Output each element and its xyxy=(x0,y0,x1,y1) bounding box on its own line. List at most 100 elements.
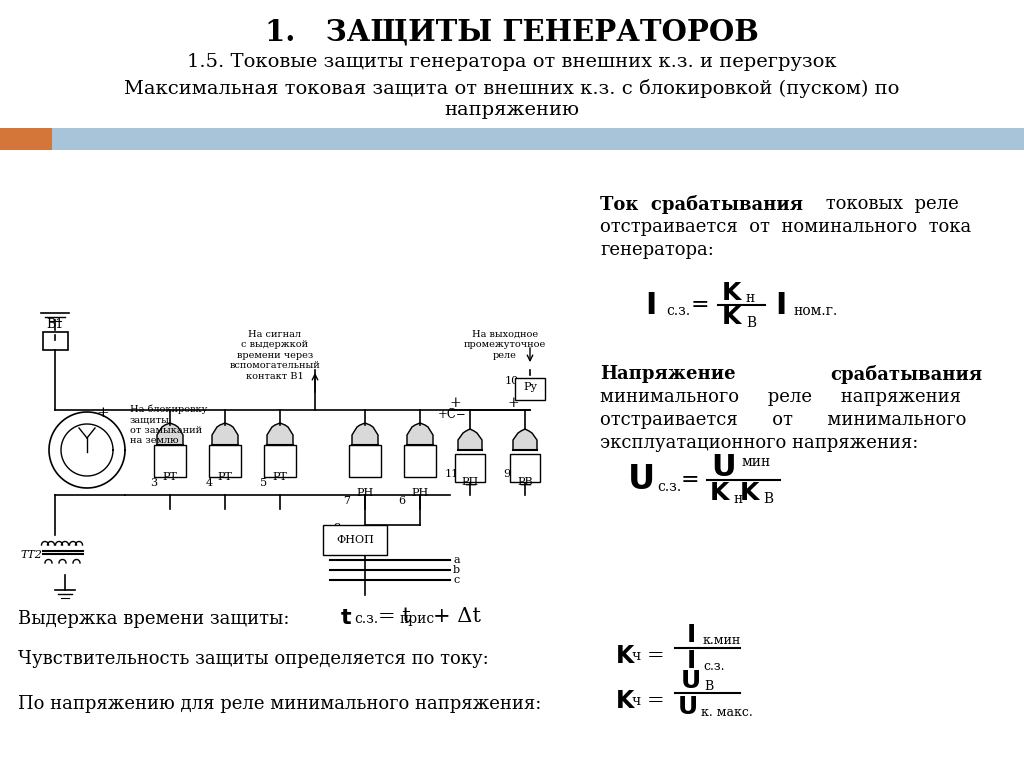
Text: = t: = t xyxy=(378,607,411,626)
Text: 7: 7 xyxy=(343,496,350,506)
Text: РТ: РТ xyxy=(163,472,177,482)
Text: +: + xyxy=(507,396,519,410)
Polygon shape xyxy=(212,423,238,445)
Bar xyxy=(323,525,387,555)
Text: В: В xyxy=(763,492,773,506)
Bar xyxy=(404,445,436,477)
Text: ч: ч xyxy=(632,694,641,708)
Text: отстраивается      от      минимального: отстраивается от минимального xyxy=(600,411,967,429)
Polygon shape xyxy=(157,423,183,445)
Text: Чувствительность защиты определяется по току:: Чувствительность защиты определяется по … xyxy=(18,650,488,668)
Text: 1.   ЗАЩИТЫ ГЕНЕРАТОРОВ: 1. ЗАЩИТЫ ГЕНЕРАТОРОВ xyxy=(265,18,759,47)
Text: $\mathbf{I}$: $\mathbf{I}$ xyxy=(685,650,694,673)
Text: РВ: РВ xyxy=(517,477,532,487)
Text: $\mathbf{K}$: $\mathbf{K}$ xyxy=(709,482,731,505)
Text: a: a xyxy=(453,555,460,565)
Text: + Δt: + Δt xyxy=(433,607,481,626)
Text: с.з.: с.з. xyxy=(666,304,690,318)
Text: 4: 4 xyxy=(206,478,213,488)
Bar xyxy=(349,445,381,477)
Text: В: В xyxy=(705,680,714,693)
Text: +: + xyxy=(450,396,461,410)
Text: =: = xyxy=(681,469,699,491)
Text: с.з.: с.з. xyxy=(657,480,681,494)
Bar xyxy=(154,445,186,477)
Text: н: н xyxy=(746,291,756,305)
Text: $\mathbf{U}$: $\mathbf{U}$ xyxy=(680,670,700,693)
Text: −: − xyxy=(518,476,531,493)
Text: РТ: РТ xyxy=(272,472,288,482)
Text: Максимальная токовая защита от внешних к.з. с блокировкой (пуском) по: Максимальная токовая защита от внешних к… xyxy=(124,78,900,97)
Text: c: c xyxy=(453,575,459,585)
Text: н: н xyxy=(733,492,742,506)
Text: На сигнал
с выдержкой
времени через
вспомогательный
контакт В1: На сигнал с выдержкой времени через вспо… xyxy=(229,330,321,380)
Bar xyxy=(52,128,1024,150)
Text: $\mathbf{I}$: $\mathbf{I}$ xyxy=(775,289,785,321)
Text: РТ: РТ xyxy=(217,472,232,482)
Text: $\mathbf{U}$: $\mathbf{U}$ xyxy=(677,696,697,719)
Text: В: В xyxy=(746,316,756,330)
Text: мин: мин xyxy=(741,455,770,469)
Text: $\mathbf{K}$: $\mathbf{K}$ xyxy=(739,482,761,505)
Bar xyxy=(209,445,241,477)
Bar xyxy=(515,378,545,400)
Text: По напряжению для реле минимального напряжения:: По напряжению для реле минимального напр… xyxy=(18,695,542,713)
Text: эксплуатационного напряжения:: эксплуатационного напряжения: xyxy=(600,434,919,452)
Text: =: = xyxy=(690,294,710,316)
Text: к.мин: к.мин xyxy=(703,634,741,647)
Text: $\mathbf{K}$: $\mathbf{K}$ xyxy=(721,281,743,304)
Text: 10: 10 xyxy=(505,376,519,386)
Text: срабатывания: срабатывания xyxy=(830,365,982,384)
Polygon shape xyxy=(407,423,433,445)
Text: =: = xyxy=(647,691,665,710)
Text: +С−: +С− xyxy=(437,409,466,422)
Text: напряжению: напряжению xyxy=(444,101,580,119)
Polygon shape xyxy=(267,423,293,445)
Text: $\mathbf{K}$: $\mathbf{K}$ xyxy=(615,645,636,668)
Text: с.з.: с.з. xyxy=(703,660,725,673)
Bar xyxy=(43,332,68,350)
Bar xyxy=(264,445,296,477)
Text: $\mathbf{I}$: $\mathbf{I}$ xyxy=(685,624,694,647)
Text: b: b xyxy=(453,565,460,575)
Text: ТТ2: ТТ2 xyxy=(20,550,42,560)
Text: $\mathbf{K}$: $\mathbf{K}$ xyxy=(721,307,743,330)
Text: 1.5. Токовые защиты генератора от внешних к.з. и перегрузок: 1.5. Токовые защиты генератора от внешни… xyxy=(187,53,837,71)
Text: В1: В1 xyxy=(46,318,63,331)
Bar xyxy=(0,128,52,150)
Text: Ток  срабатывания: Ток срабатывания xyxy=(600,195,803,214)
Polygon shape xyxy=(458,429,482,450)
Text: =: = xyxy=(647,646,665,665)
Text: с.з.: с.з. xyxy=(354,612,378,626)
Text: к. макс.: к. макс. xyxy=(701,706,753,719)
Text: −: − xyxy=(463,476,477,493)
Text: ном.г.: ном.г. xyxy=(794,304,839,318)
Text: ч: ч xyxy=(632,649,641,663)
Text: Напряжение: Напряжение xyxy=(600,365,735,383)
Text: На выходное
промежуточное
реле: На выходное промежуточное реле xyxy=(464,330,546,360)
Text: токовых  реле: токовых реле xyxy=(820,195,958,213)
Text: На блокировку
защиты
от замыканий
на землю: На блокировку защиты от замыканий на зем… xyxy=(130,405,208,446)
Text: $\mathbf{K}$: $\mathbf{K}$ xyxy=(615,690,636,713)
Bar xyxy=(455,454,485,482)
Text: $\mathbf{t}$: $\mathbf{t}$ xyxy=(340,607,352,629)
Text: генератора:: генератора: xyxy=(600,241,714,259)
Text: 6: 6 xyxy=(398,496,406,506)
Text: отстраивается  от  номинального  тока: отстраивается от номинального тока xyxy=(600,218,971,236)
Text: 5: 5 xyxy=(260,478,267,488)
Polygon shape xyxy=(513,429,537,450)
Text: +: + xyxy=(96,406,110,420)
Text: РН: РН xyxy=(412,488,429,498)
Text: Выдержка времени защиты:: Выдержка времени защиты: xyxy=(18,610,290,628)
Text: $\mathbf{U}$: $\mathbf{U}$ xyxy=(711,453,735,483)
Text: РП: РП xyxy=(462,477,478,487)
Bar xyxy=(510,454,540,482)
Text: РН: РН xyxy=(356,488,374,498)
Text: 8: 8 xyxy=(334,523,341,533)
Text: 3: 3 xyxy=(151,478,158,488)
Text: $\mathbf{U}$: $\mathbf{U}$ xyxy=(627,464,653,496)
Text: прис: прис xyxy=(400,612,435,626)
Text: 11: 11 xyxy=(444,469,459,479)
Polygon shape xyxy=(352,423,378,445)
Text: ФНОП: ФНОП xyxy=(336,535,374,545)
